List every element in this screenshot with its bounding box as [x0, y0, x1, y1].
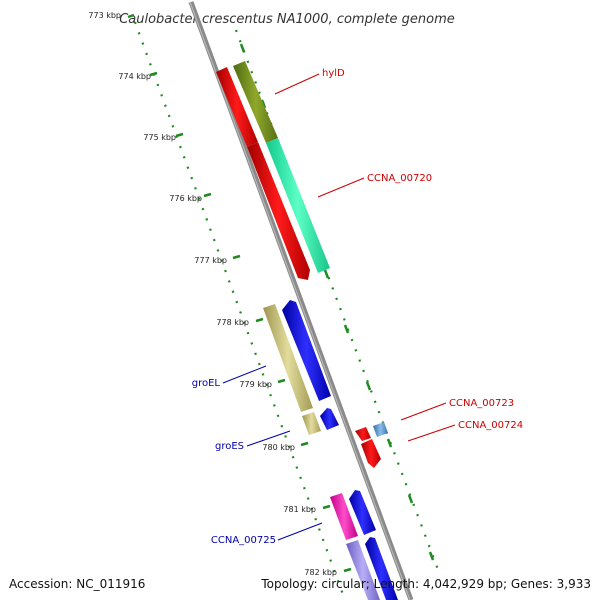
gene-CCNA_00725b-inner: [346, 540, 380, 600]
kbp-label: 776 kbp: [169, 194, 202, 203]
gene-groEL-inner: [263, 304, 313, 412]
kbp-labels: 773 kbp 774 kbp 775 kbp 776 kbp 777 kbp …: [88, 11, 337, 577]
gene-CCNA_00724[interactable]: [361, 439, 381, 468]
gene-CCNA_00720-outer: [266, 138, 330, 273]
gene-hylD-outer: [233, 61, 278, 143]
gene-label-CCNA_00723[interactable]: CCNA_00723: [449, 398, 514, 409]
gene-label-hylD[interactable]: hylD: [322, 68, 345, 79]
kbp-label: 782 kbp: [304, 568, 337, 577]
map-title: Caulobacter crescentus NA1000, complete …: [119, 12, 455, 27]
kbp-label: 774 kbp: [118, 72, 151, 81]
gene-groES-inner: [302, 412, 321, 435]
accession-label: Accession: NC_011916: [9, 577, 146, 591]
gene-groEL-outer: [282, 300, 331, 401]
gene-CCNA_00725-inner[interactable]: [330, 493, 358, 540]
gene-CCNA_00723-steel: [373, 422, 388, 437]
gene-groES-outer: [320, 408, 339, 430]
gene-hylD-inner[interactable]: [216, 67, 258, 147]
kbp-label: 773 kbp: [88, 11, 121, 20]
gene-label-CCNA_00725[interactable]: CCNA_00725: [211, 535, 276, 546]
kbp-label: 780 kbp: [262, 443, 295, 452]
kbp-label: 777 kbp: [194, 256, 227, 265]
outer-dotted-line: [234, 29, 442, 576]
gene-label-CCNA_00720[interactable]: CCNA_00720: [367, 173, 432, 184]
kbp-label: 779 kbp: [239, 380, 272, 389]
gene-CCNA_00723[interactable]: [355, 427, 371, 441]
genome-backbone-highlight: [189, 1, 411, 600]
kbp-ticks: [127, 13, 352, 573]
kbp-label: 778 kbp: [216, 318, 249, 327]
gene-label-CCNA_00724[interactable]: CCNA_00724: [458, 420, 523, 431]
gene-CCNA_00725-outer: [349, 490, 376, 535]
gene-CCNA_00720-inner[interactable]: [247, 142, 310, 280]
genome-backbone: [188, 1, 414, 600]
callout-lines: [222, 73, 456, 541]
gene-label-groES[interactable]: groES: [215, 441, 244, 452]
topology-label: Topology: circular; Length: 4,042,929 bp…: [261, 577, 591, 591]
kbp-label: 781 kbp: [283, 505, 316, 514]
gene-label-groEL[interactable]: groEL: [192, 378, 221, 389]
kbp-label: 775 kbp: [143, 133, 176, 142]
gene-CCNA_00725b-outer: [365, 537, 398, 600]
